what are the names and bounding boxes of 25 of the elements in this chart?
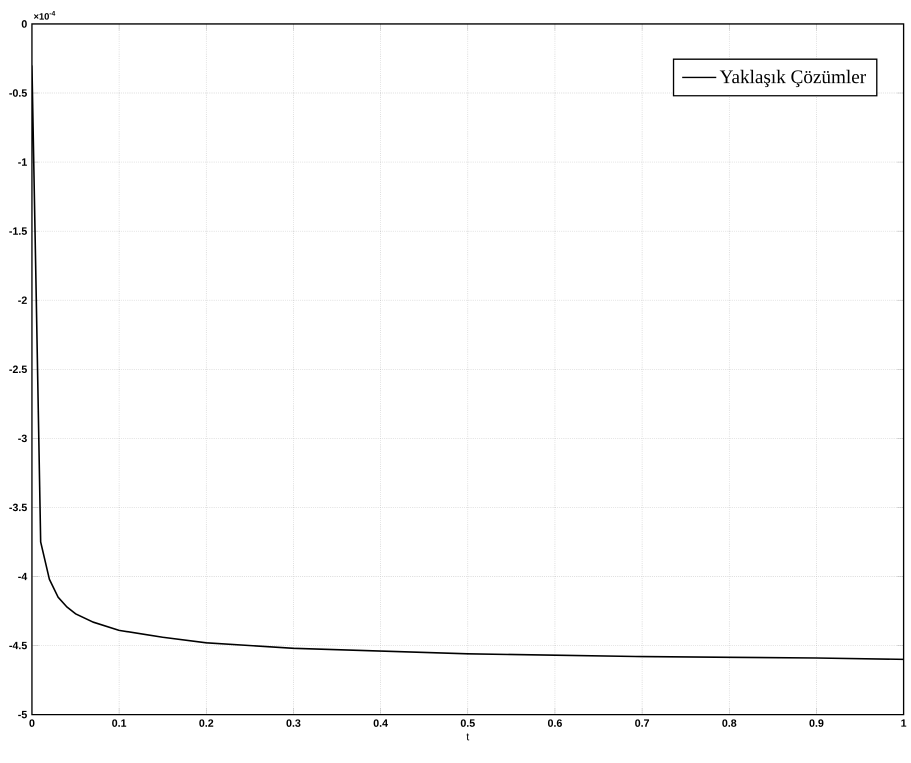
x-tick-label: 0.9 [809, 720, 824, 728]
y-tick-label: -3.5 [9, 504, 27, 512]
x-tick-label: 0 [29, 720, 34, 728]
x-axis-title: t [466, 734, 470, 741]
y-tick-label: -2.5 [9, 366, 27, 374]
x-tick-label: 0.5 [460, 720, 475, 728]
x-tick-label: 1 [901, 720, 906, 727]
y-tick-label: -0.5 [9, 89, 27, 98]
x-tick-label: 0.7 [635, 720, 650, 728]
y-tick-label: -5 [18, 711, 27, 719]
y-tick-label: -4.5 [9, 642, 27, 650]
y-tick-label: -2 [18, 296, 27, 304]
x-tick-label: 0.3 [286, 720, 300, 728]
y-tick-label: -4 [18, 573, 28, 580]
x-tick-label: 0.1 [112, 720, 126, 728]
y-tick-label: -1 [18, 158, 27, 166]
x-tick-label: 0.8 [722, 720, 736, 728]
x-tick-label: 0.2 [199, 720, 214, 728]
y-tick-label: -1.5 [9, 228, 27, 236]
x-tick-label: 0.6 [548, 720, 562, 728]
legend-label: Yaklaşık Çözümler [720, 70, 866, 88]
y-tick-label: -3 [18, 434, 27, 442]
x-tick-label: 0.4 [374, 720, 388, 728]
y-tick-label: 0 [22, 20, 27, 28]
text: ×10$^{-4}$ [34, 11, 56, 20]
